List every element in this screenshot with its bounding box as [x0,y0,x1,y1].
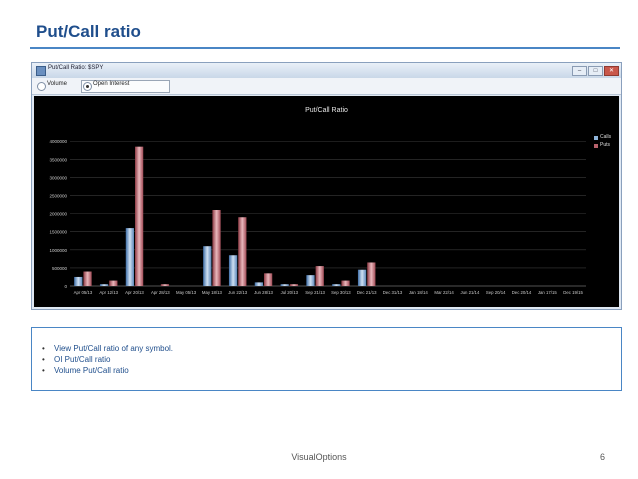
y-tick-label: 0 [64,284,67,289]
y-tick-label: 2500000 [49,194,67,199]
calls-bar [332,284,341,286]
legend-label-calls: Calls [600,134,612,140]
toolbar: Volume Open Interest [32,78,621,95]
list-item-text: View Put/Call ratio of any symbol. [54,344,174,353]
y-tick-label: 4000000 [49,139,67,144]
open-interest-label[interactable]: Open Interest [93,81,130,87]
x-tick-label: Sep 20/14 [486,290,506,295]
bullet-icon: • [42,344,45,353]
x-tick-label: Dec 31/13 [383,290,403,295]
x-tick-label: Apr 05/13 [74,290,93,295]
volume-radio[interactable] [37,82,46,91]
list-item-text: OI Put/Call ratio [54,355,111,364]
puts-bar [109,280,118,286]
x-tick-label: Mar 22/14 [434,290,454,295]
list-item: • Volume Put/Call ratio [42,365,173,376]
close-button[interactable]: ✕ [604,66,619,76]
y-tick-label: 1000000 [49,248,67,253]
window-titlebar[interactable]: Put/Call Ratio: $SPY – □ ✕ [32,63,621,78]
x-tick-label: May 05/13 [176,290,197,295]
x-tick-label: Dec 20/14 [512,290,532,295]
volume-label[interactable]: Volume [47,81,68,87]
window-title: Put/Call Ratio: $SPY [48,65,104,71]
chart-area: Put/Call Ratio 0 500000 1000000 1500000 20000… [34,96,619,307]
calls-bar [254,282,263,286]
list-item: • View Put/Call ratio of any symbol. [42,343,173,354]
maximize-button[interactable]: □ [588,66,603,76]
list-item-text: Volume Put/Call ratio [54,366,129,375]
calls-bar [99,284,109,286]
calls-swatch [594,136,598,140]
bullet-icon: • [42,355,45,364]
x-tick-label: May 18/13 [202,290,223,295]
list-item: • OI Put/Call ratio [42,354,173,365]
minimize-button[interactable]: – [572,66,587,76]
y-tick-label: 1500000 [49,230,67,235]
x-tick-label: Jul 20/13 [281,290,299,295]
puts-bar [341,280,350,286]
puts-bar [264,273,273,286]
x-tick-label: Jun 28/13 [254,290,273,295]
puts-bar [289,284,299,286]
x-tick-label: Apr 28/13 [151,290,170,295]
calls-bar [228,255,238,286]
calls-bar [203,246,212,286]
calls-bar [125,228,134,286]
legend-label-puts: Puts [600,142,611,148]
calls-bar [306,275,315,286]
x-tick-label: Jan 18/14 [409,290,428,295]
x-tick-label: Dec 19/15 [563,290,583,295]
puts-bar [160,284,170,286]
x-tick-label: Sep 30/13 [331,290,351,295]
y-tick-label: 3500000 [49,157,67,162]
puts-bar [238,217,247,286]
x-tick-label: Apr 20/13 [125,290,144,295]
puts-bar [83,271,92,286]
y-tick-label: 500000 [52,266,68,271]
puts-bar [315,266,324,286]
open-interest-option[interactable] [81,80,170,93]
slide-title: Put/Call ratio [36,22,141,41]
bullet-icon: • [42,366,45,375]
x-tick-label: Dec 21/13 [357,290,377,295]
puts-bar [135,146,144,286]
calls-bar [357,269,367,286]
x-tick-label: Jan 17/15 [538,290,557,295]
x-tick-label: Jun 21/14 [460,290,479,295]
put-call-window: Put/Call Ratio: $SPY – □ ✕ Volume Open I… [31,62,622,310]
chart-title: Put/Call Ratio [305,107,348,114]
y-tick-label: 2000000 [49,212,67,217]
x-tick-label: Sep 21/13 [305,290,325,295]
open-interest-radio[interactable] [83,82,92,91]
x-tick-label: Jun 22/13 [228,290,247,295]
y-tick-label: 3000000 [49,175,67,180]
calls-bar [280,284,289,286]
feature-list: • View Put/Call ratio of any symbol. • OI … [42,343,173,376]
put-call-chart: Put/Call Ratio 0 500000 1000000 1500000 20000… [49,107,586,295]
page-number: 6 [599,452,605,462]
x-tick-label: Apr 12/13 [99,290,118,295]
feature-list-box: • View Put/Call ratio of any symbol. • OI … [31,327,622,391]
puts-swatch [594,144,598,148]
puts-bar [367,262,376,286]
app-icon [36,66,46,76]
footer-brand: VisualOptions [291,452,347,462]
puts-bar [212,210,221,286]
calls-bar [74,276,83,286]
title-divider [30,47,620,49]
